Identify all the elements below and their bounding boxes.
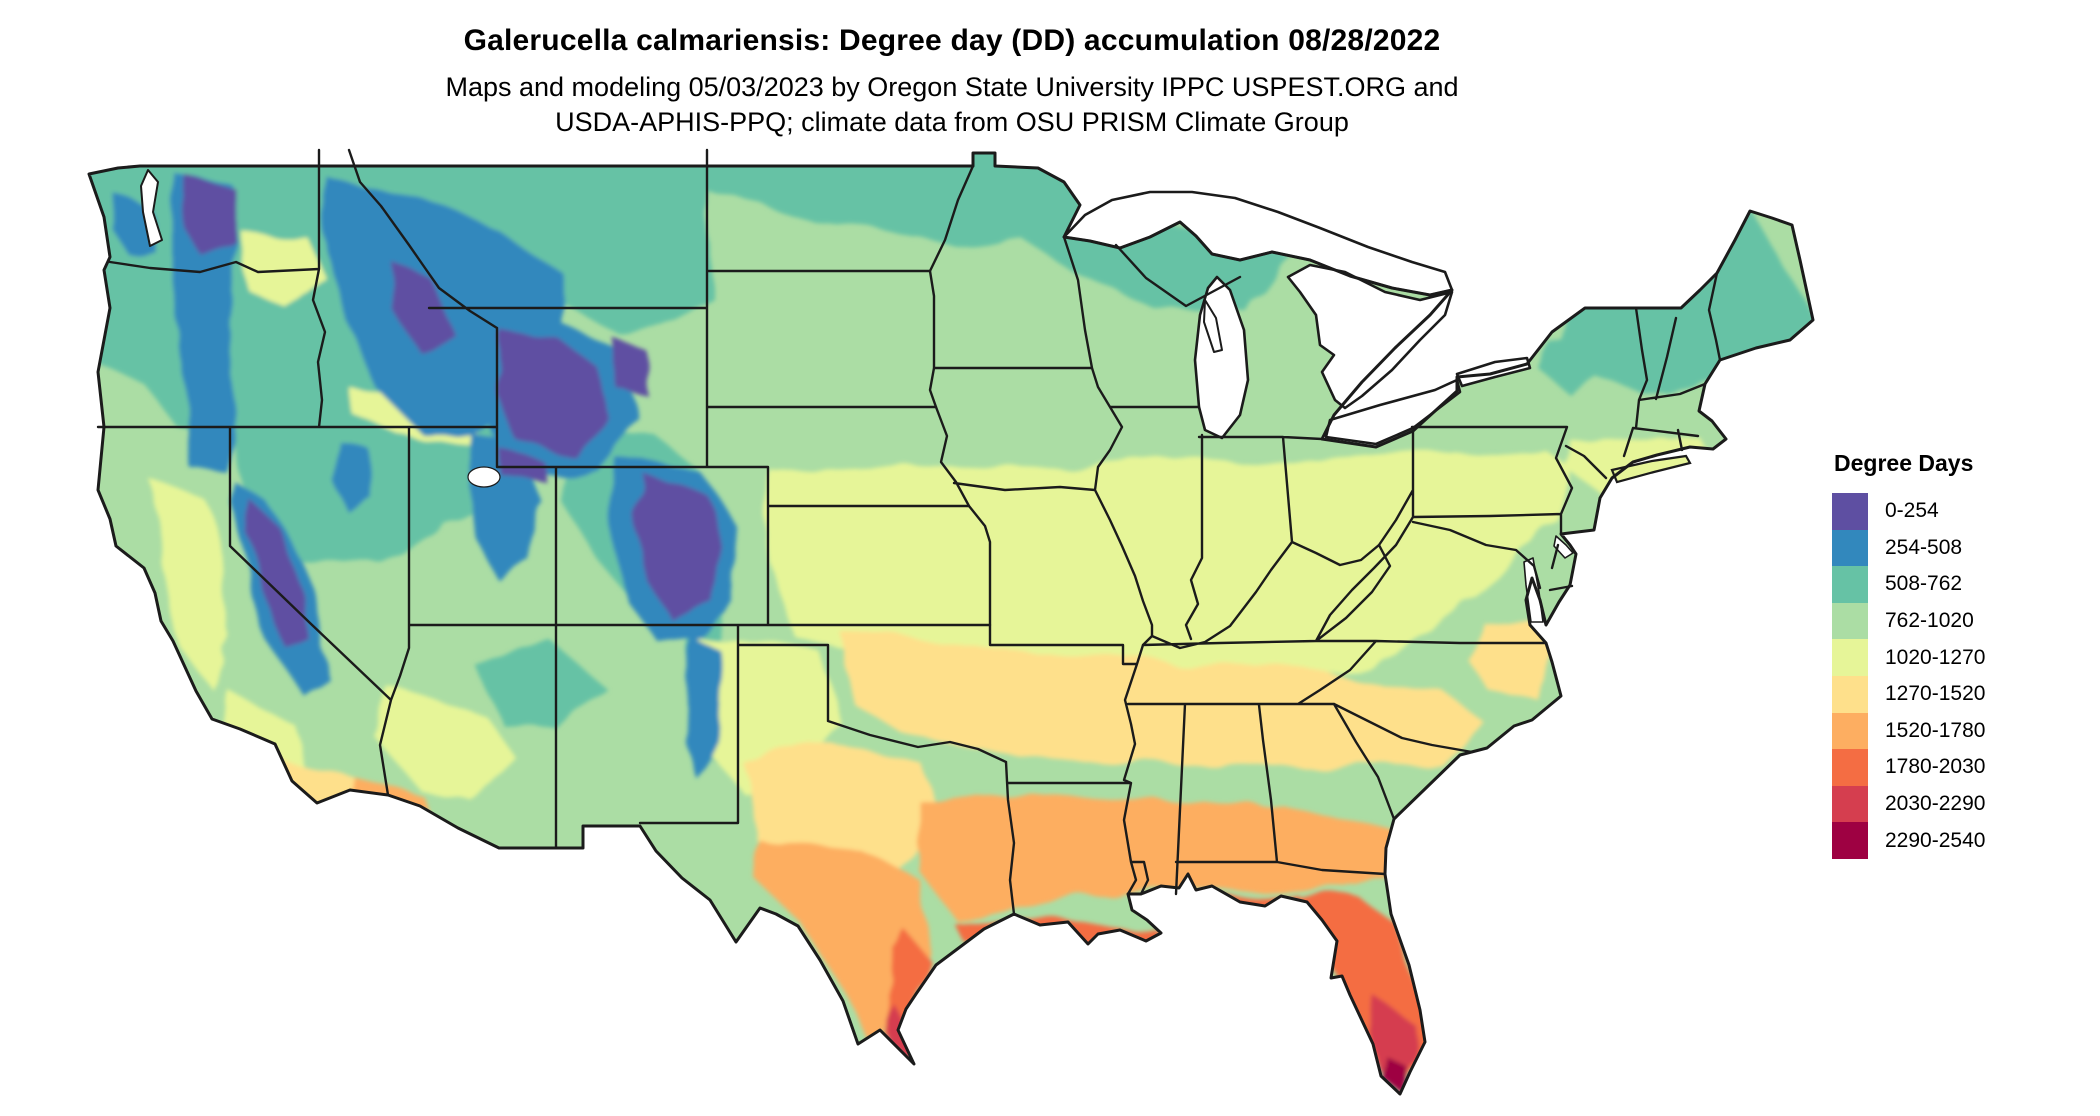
great-lakes bbox=[140, 169, 1574, 623]
state-borders-central bbox=[928, 164, 1242, 896]
state-borders-east bbox=[1126, 425, 1608, 896]
raster-band-2030-2290 bbox=[891, 1000, 1416, 1092]
legend-label: 1020-1270 bbox=[1885, 645, 1986, 669]
page-title: Galerucella calmariensis: Degree day (DD… bbox=[463, 24, 1441, 57]
legend-swatch bbox=[1832, 602, 1868, 640]
legend-label: 0-254 bbox=[1885, 499, 1939, 523]
legend-label: 254-508 bbox=[1885, 535, 1963, 559]
long-island-shape bbox=[1610, 454, 1692, 484]
green-bay-shape bbox=[1203, 299, 1223, 353]
legend-label: 1780-2030 bbox=[1885, 755, 1986, 779]
legend-item: 762-1020 bbox=[1832, 602, 1985, 640]
legend-label: 1270-1520 bbox=[1885, 682, 1986, 706]
legend-item: 2290-2540 bbox=[1832, 822, 1985, 859]
legend-swatch bbox=[1832, 675, 1868, 713]
legend-item: 1020-1270 bbox=[1832, 639, 1985, 676]
chesapeake-bay-shape bbox=[1523, 557, 1544, 623]
legend-items: 0-254 254-508 508-762 762-1020 1020-1270 1270… bbox=[1832, 493, 1985, 859]
legend-swatch bbox=[1832, 493, 1868, 530]
legend-label: 2030-2290 bbox=[1885, 792, 1986, 816]
state-borders-northeast bbox=[1622, 271, 1722, 458]
puget-sound-shape bbox=[140, 169, 163, 247]
legend-swatch bbox=[1832, 712, 1868, 750]
legend-swatch bbox=[1832, 749, 1868, 786]
map-header: Galerucella calmariensis: Degree day (DD… bbox=[0, 0, 1904, 140]
legend-item: 508-762 bbox=[1832, 566, 1985, 603]
legend-title: Degree Days bbox=[1834, 450, 1974, 476]
legend-item: 1780-2030 bbox=[1832, 749, 1985, 786]
raster-band-1520-1780 bbox=[352, 778, 1402, 1058]
delaware-bay-shape bbox=[1553, 535, 1574, 559]
legend: Degree Days 0-254 254-508 508-762 762-1020 1… bbox=[1832, 450, 1985, 859]
lake-huron-shape bbox=[1286, 263, 1454, 410]
subtitle-line-1: Maps and modeling 05/03/2023 by Oregon S… bbox=[445, 72, 1459, 102]
legend-label: 1520-1780 bbox=[1885, 718, 1986, 742]
degree-day-raster bbox=[89, 153, 1813, 1094]
legend-item: 2030-2290 bbox=[1832, 785, 1986, 823]
legend-swatch bbox=[1832, 822, 1868, 859]
legend-swatch bbox=[1832, 785, 1868, 823]
raster-band-0-254 bbox=[183, 173, 717, 652]
legend-item: 0-254 bbox=[1832, 493, 1985, 530]
legend-label: 2290-2540 bbox=[1885, 828, 1986, 852]
legend-swatch bbox=[1832, 529, 1868, 567]
us-outline bbox=[87, 151, 1815, 1096]
legend-item: 254-508 bbox=[1832, 529, 1985, 567]
great-salt-lake-shape bbox=[467, 466, 501, 488]
legend-item: 1270-1520 bbox=[1832, 675, 1986, 713]
map-subtitle: Maps and modeling 05/03/2023 by Oregon S… bbox=[0, 70, 1904, 140]
legend-swatch bbox=[1832, 566, 1868, 603]
raster-band-1270-1520 bbox=[250, 618, 1562, 882]
subtitle-line-2: USDA-APHIS-PPQ; climate data from OSU PR… bbox=[555, 107, 1349, 137]
legend-label: 762-1020 bbox=[1885, 609, 1974, 633]
state-borders-west bbox=[96, 148, 1016, 916]
lake-erie-shape bbox=[1324, 378, 1462, 446]
legend-item: 1520-1780 bbox=[1832, 712, 1986, 750]
legend-label: 508-762 bbox=[1885, 572, 1963, 596]
raster-band-1780-2030 bbox=[889, 896, 1421, 1088]
legend-swatch bbox=[1832, 639, 1868, 676]
